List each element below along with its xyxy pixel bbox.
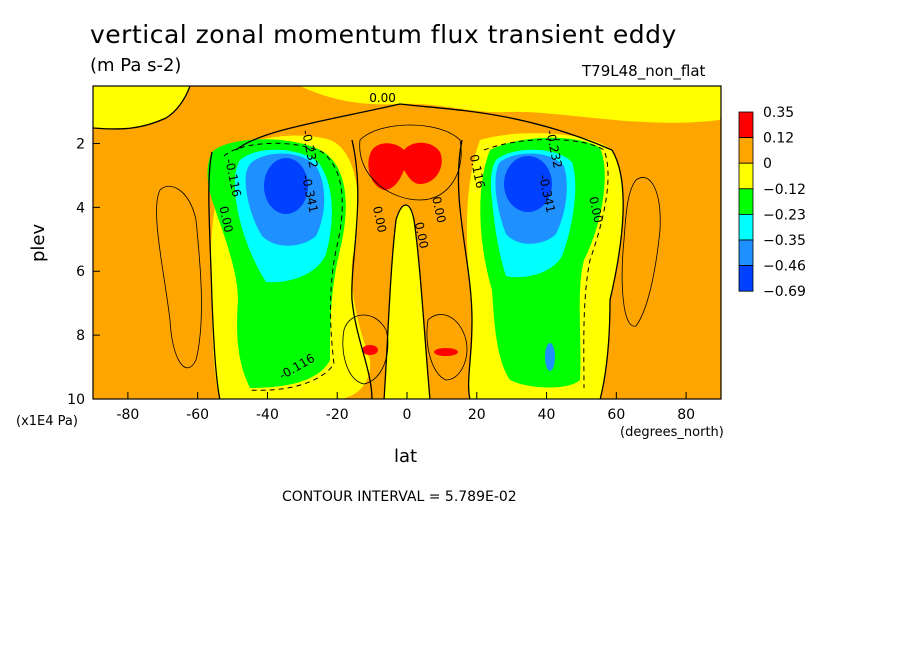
- colorbar-label: −0.69: [763, 284, 806, 300]
- colorbar: 0.35 0.12 0 −0.12 −0.23 −0.35 −0.46 −0.69: [738, 105, 806, 300]
- colorbar-swatch: [738, 265, 754, 292]
- y-tick-label: 10: [67, 392, 85, 408]
- contour-thin-lower-left: [342, 314, 389, 385]
- x-tick-label: -60: [186, 407, 209, 423]
- fill-yellow-topleft: [93, 86, 190, 129]
- run-name: T79L48_non_flat: [582, 62, 706, 80]
- contour-zero-center: [383, 204, 431, 399]
- x-tick-label: 80: [677, 407, 695, 423]
- contour-label: 0.00: [429, 195, 448, 224]
- fill-darkblue-left: [264, 158, 308, 214]
- contour-zero-inner-right: [457, 139, 473, 399]
- colorbar-swatch: [738, 162, 754, 190]
- contour-thin-right: [621, 177, 661, 327]
- contour-zero-left: [208, 151, 221, 399]
- contour-lines: [93, 86, 661, 399]
- y-tick-label: 2: [76, 136, 85, 152]
- fill-red-left: [362, 345, 378, 355]
- x-axis-label: lat: [394, 446, 418, 467]
- contour-label: 0.116: [467, 153, 488, 190]
- contour-label: 0.00: [412, 221, 431, 250]
- contour-label: 0.00: [586, 195, 605, 224]
- colorbar-label: 0: [763, 156, 772, 172]
- colorbar-label: −0.23: [763, 207, 806, 223]
- x-tick-label: -40: [256, 407, 279, 423]
- contour-dashed-right: [483, 139, 609, 389]
- fill-darkblue-right: [504, 156, 552, 212]
- colorbar-label: −0.12: [763, 182, 806, 198]
- y-tick-label: 8: [76, 328, 85, 344]
- fill-blue-spot: [545, 343, 555, 371]
- colorbar-swatch: [738, 239, 754, 267]
- x-axis-units: (degrees_north): [620, 425, 724, 440]
- y-tick-label: 6: [76, 264, 85, 280]
- colorbar-swatch: [738, 111, 754, 139]
- contour-thin-center-top: [359, 124, 462, 201]
- fill-yellow-top: [300, 86, 720, 123]
- colorbar-swatch: [738, 137, 754, 164]
- contour-thin-lower-right: [426, 314, 468, 381]
- x-axis-ticks: -80 -60 -40 -20 0 20 40 60 80: [116, 392, 695, 423]
- x-tick-label: 0: [403, 407, 412, 423]
- contour-zero-right: [599, 149, 624, 399]
- contour-interval: CONTOUR INTERVAL = 5.789E-02: [282, 489, 517, 505]
- fill-yellow-topright: [610, 86, 721, 119]
- chart-title: vertical zonal momentum flux transient e…: [90, 20, 677, 49]
- contour-zero-inner-left: [351, 139, 373, 399]
- contour-zero-top: [93, 86, 613, 151]
- y-tick-label: 4: [76, 200, 85, 216]
- x-tick-label: 60: [607, 407, 625, 423]
- contour-label: 0.00: [369, 91, 396, 105]
- x-tick-label: 40: [538, 407, 556, 423]
- x-tick-label: -20: [326, 407, 349, 423]
- fill-yellow-center: [384, 205, 430, 399]
- colorbar-label: −0.35: [763, 233, 806, 249]
- colorbar-label: 0.35: [763, 105, 794, 121]
- contour-fills: [93, 86, 721, 399]
- colorbar-label: 0.12: [763, 131, 794, 147]
- contour-thin-left: [156, 185, 202, 369]
- x-tick-label: 20: [468, 407, 486, 423]
- contour-label: 0.00: [370, 205, 389, 234]
- colorbar-swatch: [738, 188, 754, 215]
- x-tick-label: -80: [116, 407, 139, 423]
- fill-red-right: [434, 348, 458, 356]
- fill-red-top: [368, 142, 442, 190]
- contour-label: 0.00: [216, 205, 235, 234]
- y-axis-units: (x1E4 Pa): [16, 414, 78, 429]
- y-axis-ticks: 2 4 6 8 10: [67, 136, 100, 408]
- contour-dashed-left: [223, 142, 343, 391]
- colorbar-swatch: [738, 213, 754, 241]
- chart-units: (m Pa s-2): [90, 55, 182, 76]
- colorbar-label: −0.46: [763, 259, 806, 275]
